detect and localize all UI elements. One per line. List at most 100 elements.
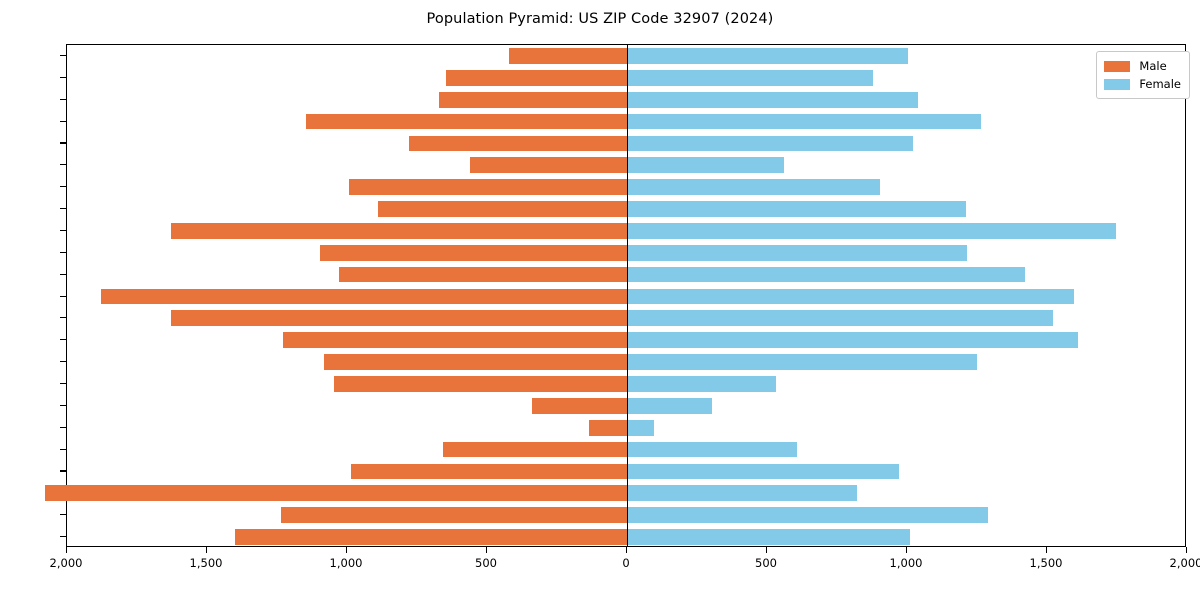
bar-row <box>67 69 1185 86</box>
y-tick-mark <box>60 273 66 275</box>
bar-female <box>627 529 910 545</box>
bar-female <box>627 135 914 152</box>
x-tick-label: 0 <box>622 556 630 570</box>
x-tick-mark <box>486 547 488 553</box>
bars-layer <box>45 45 1185 546</box>
bar-row <box>67 354 1185 370</box>
y-tick-mark <box>60 470 66 472</box>
bar-female <box>627 201 967 217</box>
y-tick-mark <box>60 142 66 144</box>
bar-male <box>349 179 627 195</box>
legend-entry-female: Female <box>1104 75 1181 93</box>
legend-label-male: Male <box>1139 59 1167 73</box>
y-tick-mark <box>60 317 66 319</box>
y-tick-mark <box>60 98 66 100</box>
y-tick-mark <box>60 448 66 450</box>
zero-axis-line <box>627 45 629 546</box>
y-tick-mark <box>60 382 66 385</box>
x-tick-label: 1,000 <box>329 556 363 570</box>
bar-male <box>409 135 627 152</box>
bar-row <box>67 157 1185 174</box>
bar-male <box>446 69 627 86</box>
bar-row <box>67 201 1185 217</box>
bar-male <box>351 463 627 480</box>
x-tick-label: 1,000 <box>889 556 923 570</box>
bar-female <box>627 397 713 414</box>
bar-female <box>627 376 776 392</box>
plot-area <box>45 44 1186 547</box>
y-tick-mark <box>60 514 66 516</box>
bar-male <box>324 354 627 370</box>
x-tick-mark <box>766 547 768 553</box>
bar-row <box>67 179 1185 195</box>
bar-row <box>45 485 1185 502</box>
legend-swatch-male-icon <box>1104 60 1131 72</box>
bar-female <box>627 157 785 174</box>
bar-female <box>627 223 1116 239</box>
bar-row <box>67 397 1185 414</box>
x-tick-mark <box>206 547 208 553</box>
x-tick-mark <box>626 547 628 553</box>
bar-row <box>67 91 1185 108</box>
bar-female <box>627 507 989 524</box>
x-tick-mark <box>1046 547 1048 553</box>
bar-female <box>627 310 1053 327</box>
chart-title: Population Pyramid: US ZIP Code 32907 (2… <box>426 11 774 27</box>
bar-male <box>235 529 627 545</box>
bar-female <box>627 354 977 370</box>
bar-row <box>67 441 1185 458</box>
y-tick-mark <box>60 361 66 363</box>
bar-male <box>589 419 627 436</box>
bar-row <box>67 463 1185 480</box>
x-tick-label: 1,500 <box>1029 556 1063 570</box>
x-tick-label: 2,000 <box>49 556 83 570</box>
bar-male <box>170 310 627 327</box>
bar-female <box>627 244 968 261</box>
y-tick-mark <box>60 208 66 210</box>
bar-female <box>627 69 874 86</box>
bar-female <box>627 91 918 108</box>
bar-female <box>627 332 1079 349</box>
y-tick-mark <box>60 229 66 231</box>
x-tick-label: 500 <box>475 556 497 570</box>
bar-male <box>100 288 627 305</box>
bar-row <box>67 113 1185 130</box>
bar-row <box>67 288 1185 305</box>
bar-row <box>67 244 1185 261</box>
bar-male <box>438 91 627 108</box>
legend-swatch-female-icon <box>1104 78 1131 90</box>
bar-female <box>627 179 881 195</box>
bar-male <box>442 441 627 458</box>
bar-female <box>627 113 982 130</box>
bar-female <box>627 463 899 480</box>
bar-female <box>627 288 1074 305</box>
y-tick-mark <box>60 339 66 341</box>
bar-row <box>67 332 1185 349</box>
bar-row <box>67 48 1185 64</box>
bar-row <box>67 507 1185 524</box>
bar-row <box>67 135 1185 152</box>
bar-row <box>67 266 1185 283</box>
x-tick-mark <box>1186 547 1188 553</box>
bar-row <box>67 529 1185 545</box>
bar-male <box>320 244 627 261</box>
bar-female <box>627 441 798 458</box>
y-tick-mark <box>60 164 66 166</box>
x-tick-mark <box>906 547 908 553</box>
bar-male <box>339 266 627 283</box>
bar-male <box>469 157 627 174</box>
y-tick-mark <box>60 426 66 428</box>
y-tick-mark <box>60 404 66 406</box>
bar-female <box>627 485 857 502</box>
x-tick-label: 500 <box>755 556 777 570</box>
bar-male <box>508 48 627 64</box>
bar-male <box>532 397 627 414</box>
x-tick-mark <box>346 547 348 553</box>
bar-male <box>281 507 627 524</box>
bar-row <box>67 223 1185 239</box>
y-tick-mark <box>60 120 66 122</box>
x-tick-mark <box>66 547 68 553</box>
bar-female <box>627 266 1026 283</box>
bar-female <box>627 419 654 436</box>
